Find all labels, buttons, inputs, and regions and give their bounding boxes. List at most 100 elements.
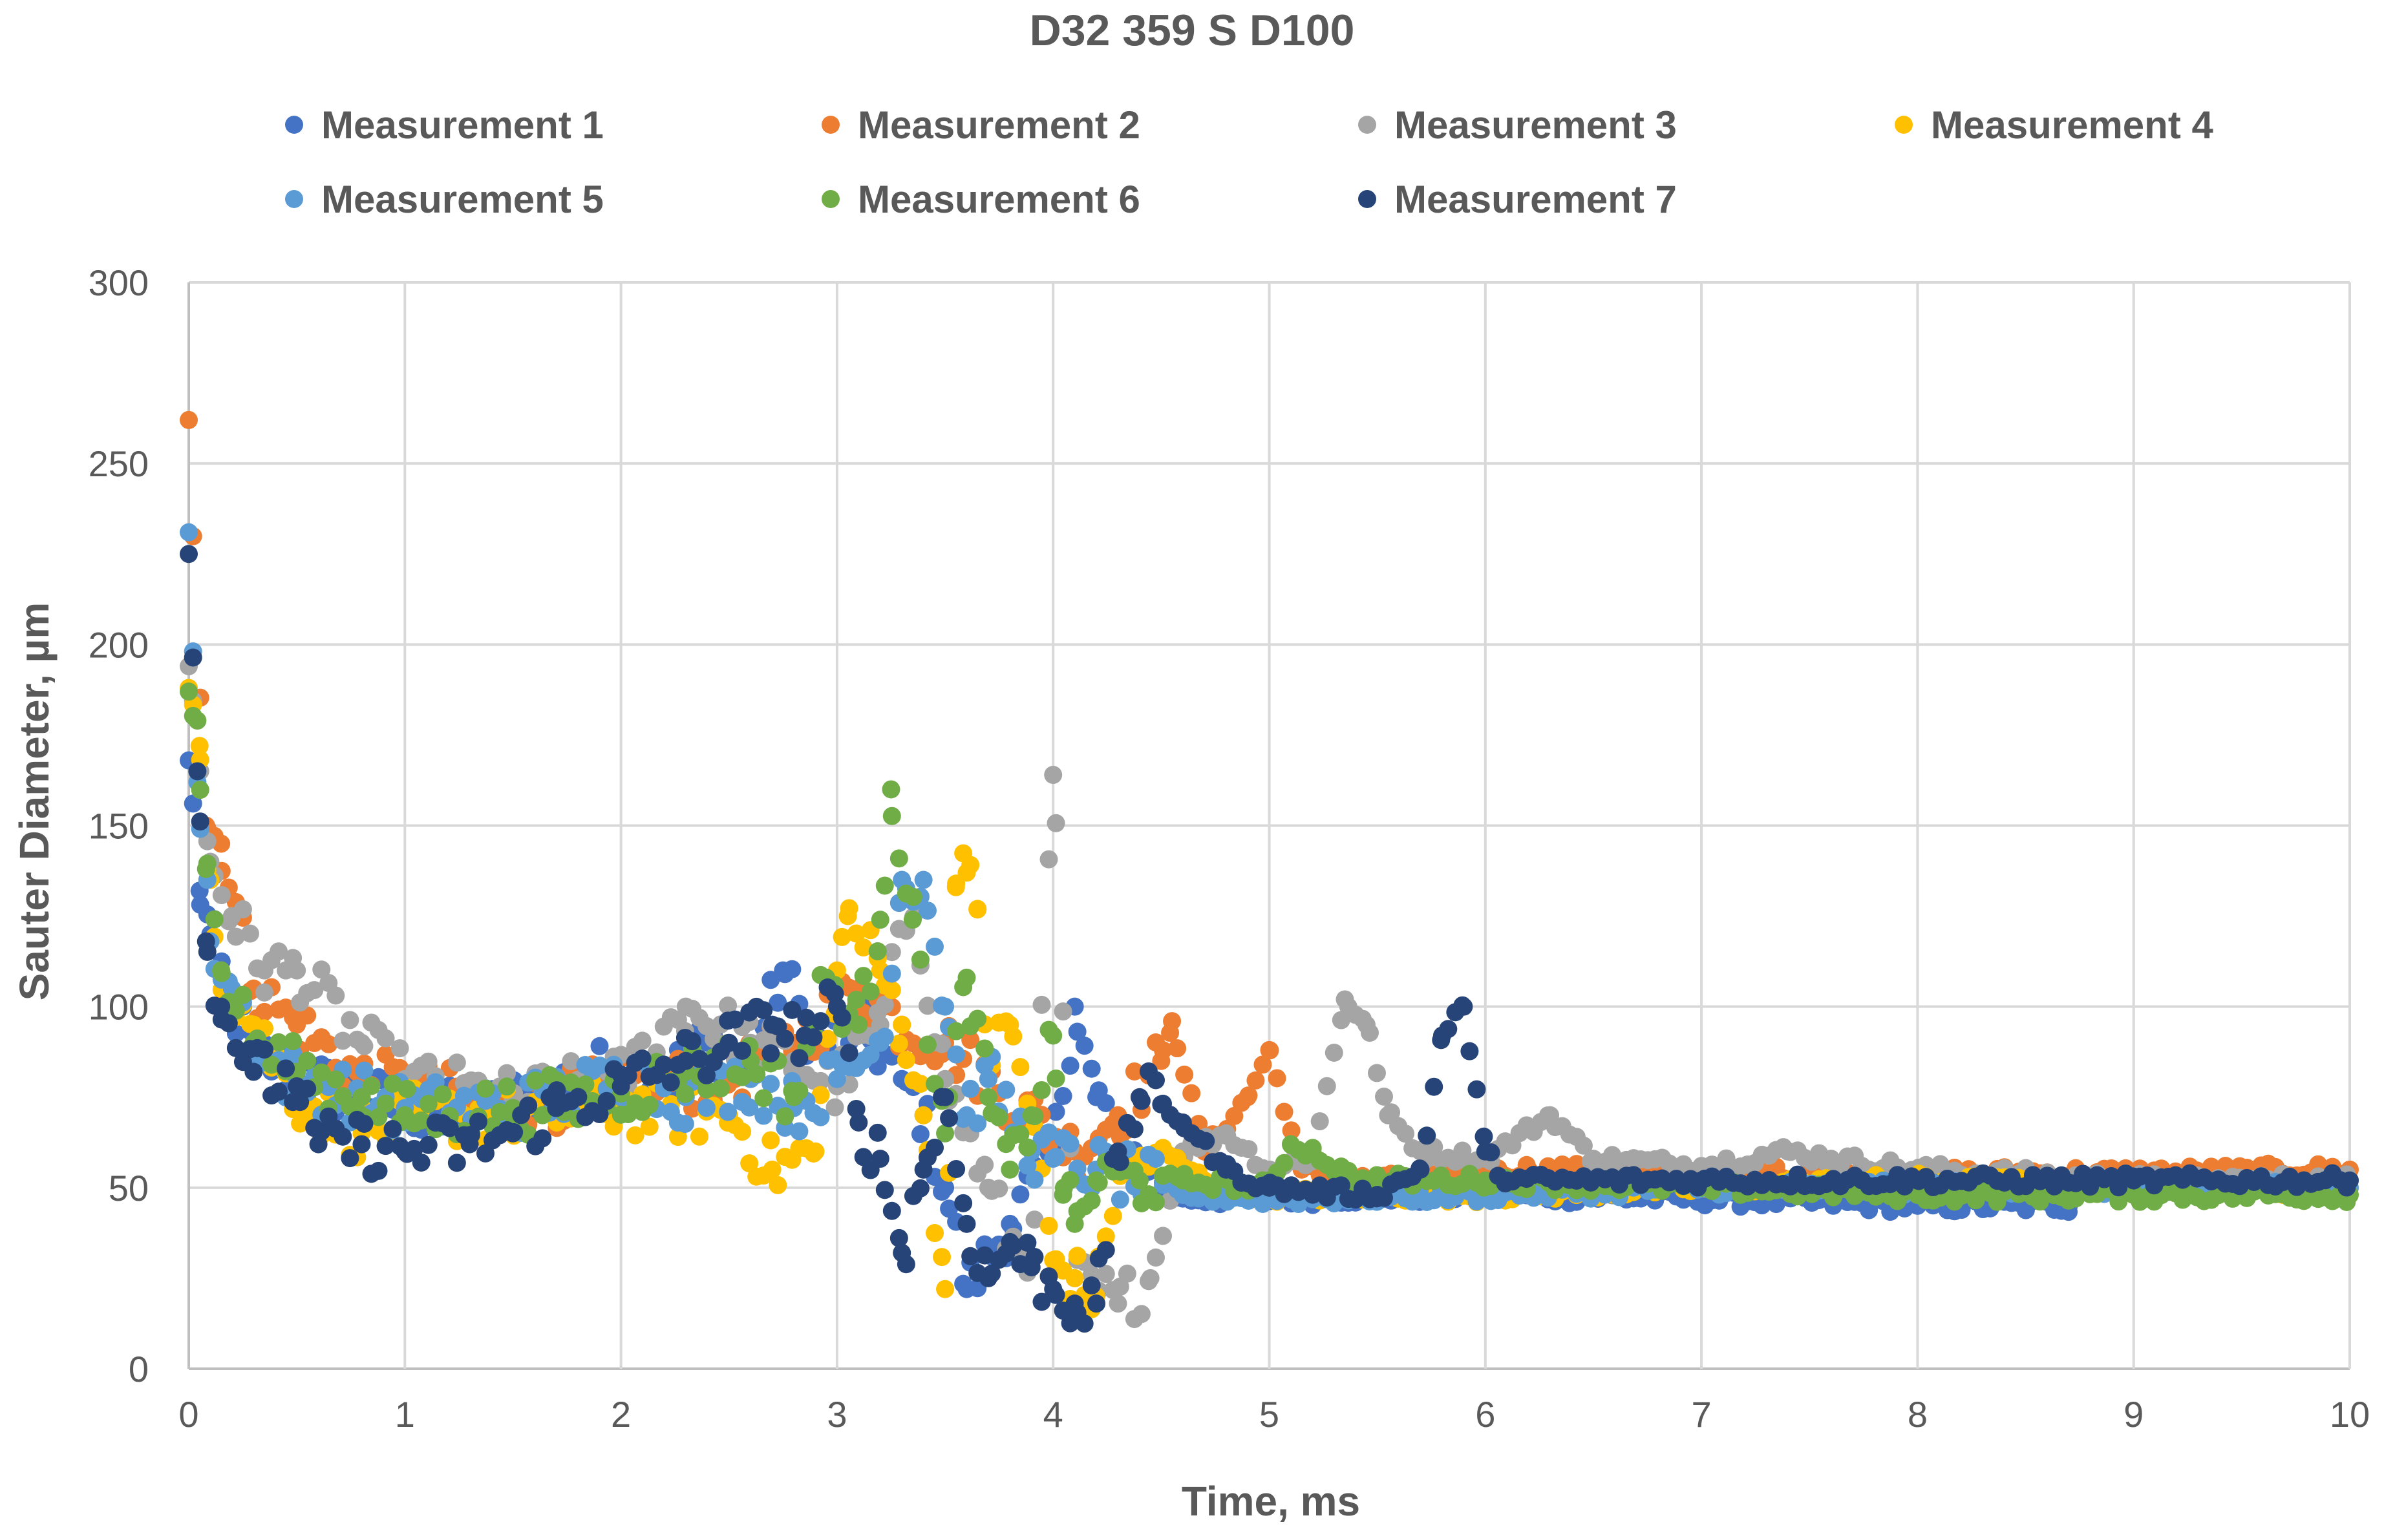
data-point (376, 1029, 395, 1048)
data-point (298, 1079, 317, 1098)
y-axis-ticks: 0 50 100 150 200 250 300 (89, 262, 149, 1389)
data-point (1025, 1247, 1044, 1266)
data-point (1146, 1248, 1165, 1267)
data-point (2337, 1178, 2356, 1197)
data-point (1087, 1294, 1106, 1313)
data-point (219, 912, 238, 931)
data-point (733, 1123, 752, 1141)
data-point (1161, 1024, 1180, 1042)
data-point (1453, 1141, 1472, 1160)
data-point (754, 1166, 773, 1185)
data-point (1047, 1069, 1065, 1088)
data-point (419, 1095, 438, 1113)
data-point (205, 997, 224, 1015)
data-point (1375, 1188, 1394, 1207)
data-point (390, 1039, 409, 1058)
data-point (476, 1079, 495, 1098)
x-tick-label: 2 (611, 1394, 631, 1435)
data-point (526, 1071, 545, 1090)
data-point (889, 1034, 908, 1053)
data-point (882, 981, 901, 1000)
data-point (1154, 1227, 1173, 1245)
data-point (326, 986, 345, 1005)
data-point (590, 1056, 609, 1075)
data-point (1039, 1123, 1058, 1142)
data-point (827, 1070, 846, 1088)
data-point (312, 1063, 331, 1082)
data-point (233, 986, 252, 1004)
data-point (191, 812, 209, 831)
data-point (1125, 1120, 1144, 1139)
data-point (776, 1107, 794, 1126)
data-point (954, 1194, 973, 1212)
data-point (1039, 850, 1058, 869)
data-point (383, 1120, 402, 1139)
data-point (1025, 1170, 1044, 1189)
data-point (847, 924, 866, 943)
data-point (1139, 1272, 1158, 1291)
data-point (875, 1181, 894, 1199)
data-point (1275, 1102, 1293, 1121)
data-point (1054, 1002, 1072, 1021)
data-point (954, 1110, 973, 1128)
data-point (1039, 1216, 1058, 1235)
data-point (712, 1042, 730, 1061)
data-point (783, 1000, 802, 1019)
data-point (219, 1014, 238, 1033)
data-point (447, 1053, 466, 1072)
data-point (754, 1031, 773, 1050)
data-point (270, 942, 288, 961)
data-point (1425, 1077, 1443, 1096)
data-point (849, 1113, 868, 1132)
data-point (398, 1080, 416, 1099)
data-point (341, 1149, 359, 1168)
data-point (893, 1015, 911, 1034)
data-point (355, 1114, 374, 1133)
data-point (761, 971, 780, 989)
data-point (957, 1214, 976, 1233)
data-point (419, 1052, 438, 1071)
data-point (1467, 1080, 1486, 1099)
y-tick-label: 150 (89, 806, 149, 847)
data-point (1146, 1071, 1165, 1090)
data-point (668, 1055, 687, 1074)
data-point (284, 1032, 303, 1051)
data-point (997, 1012, 1016, 1031)
data-point (1439, 1020, 1458, 1039)
data-point (312, 960, 331, 979)
data-point (825, 984, 844, 1003)
data-point (1011, 1255, 1030, 1274)
data-point (754, 1001, 773, 1020)
data-point (180, 523, 198, 542)
data-point (818, 1029, 837, 1048)
data-point (747, 1064, 766, 1083)
data-point (840, 899, 858, 918)
data-point (1047, 1285, 1065, 1304)
data-point (861, 1046, 880, 1064)
data-point (911, 1125, 930, 1144)
data-point (926, 1224, 944, 1243)
data-point (191, 781, 209, 799)
data-point (498, 1064, 516, 1082)
data-point (790, 1082, 809, 1101)
data-point (1332, 1011, 1350, 1029)
y-tick-label: 250 (89, 443, 149, 484)
x-tick-label: 8 (1908, 1394, 1928, 1435)
data-point (1310, 1112, 1329, 1131)
data-point (1453, 996, 1472, 1015)
data-point (255, 983, 274, 1002)
data-point (188, 762, 207, 781)
y-tick-label: 300 (89, 262, 149, 303)
data-point (875, 876, 894, 895)
data-point (1103, 1207, 1122, 1225)
data-point (284, 949, 303, 967)
data-point (690, 1050, 708, 1068)
data-point (833, 1008, 851, 1027)
data-point (740, 1098, 759, 1117)
legend-marker (285, 190, 303, 208)
data-point (334, 1031, 352, 1050)
data-point (240, 924, 259, 943)
data-point (212, 964, 231, 982)
data-point (1175, 1065, 1194, 1084)
